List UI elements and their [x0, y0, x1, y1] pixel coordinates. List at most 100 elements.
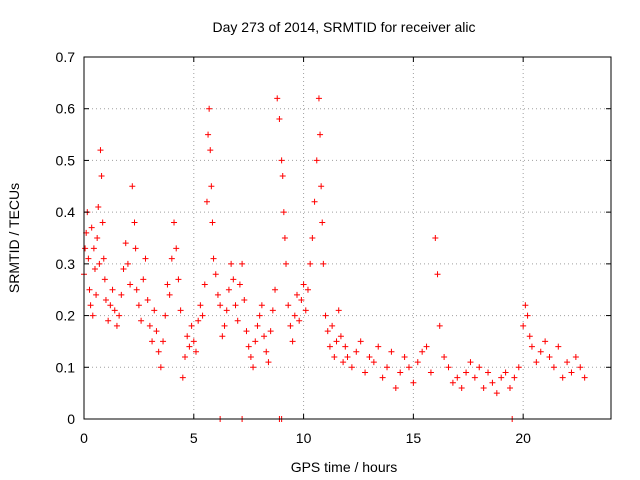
data-point: [120, 266, 127, 273]
data-point: [555, 343, 562, 350]
data-point: [283, 260, 290, 267]
data-point: [195, 317, 202, 324]
data-point: [307, 260, 314, 267]
data-point: [97, 147, 104, 154]
data-point: [449, 379, 456, 386]
data-point: [423, 343, 430, 350]
grid-lines: [84, 57, 611, 419]
data-point: [320, 260, 327, 267]
data-point: [146, 322, 153, 329]
x-tick-label: 5: [190, 430, 198, 446]
data-point: [298, 297, 305, 304]
data-point: [550, 364, 557, 371]
data-point: [113, 322, 120, 329]
data-point: [82, 245, 89, 252]
data-point: [318, 183, 325, 190]
data-point: [537, 348, 544, 355]
data-point: [118, 291, 125, 298]
data-point: [485, 369, 492, 376]
data-point: [177, 307, 184, 314]
data-point: [192, 348, 199, 355]
data-point: [436, 322, 443, 329]
data-point: [564, 359, 571, 366]
data-point: [88, 224, 95, 231]
data-point: [208, 183, 215, 190]
data-point: [315, 95, 322, 102]
data-point: [337, 333, 344, 340]
data-point: [302, 307, 309, 314]
data-point: [142, 255, 149, 262]
data-point: [342, 343, 349, 350]
data-point: [559, 374, 566, 381]
data-point: [241, 297, 248, 304]
data-point: [151, 307, 158, 314]
data-point: [274, 95, 281, 102]
data-point: [96, 260, 103, 267]
data-point: [434, 271, 441, 278]
data-point: [87, 302, 94, 309]
x-tick-label: 10: [296, 430, 312, 446]
data-point: [287, 322, 294, 329]
data-point: [186, 343, 193, 350]
data-point: [392, 384, 399, 391]
y-tick-label: 0.5: [56, 152, 76, 168]
data-point: [171, 219, 178, 226]
data-point: [138, 317, 145, 324]
data-point: [263, 348, 270, 355]
data-point: [131, 219, 138, 226]
data-point: [335, 307, 342, 314]
data-point: [116, 312, 123, 319]
data-point: [89, 312, 96, 319]
data-point: [528, 343, 535, 350]
data-point: [201, 281, 208, 288]
data-point: [223, 307, 230, 314]
data-point: [254, 322, 261, 329]
data-point: [313, 157, 320, 164]
data-point: [243, 328, 250, 335]
data-point: [471, 374, 478, 381]
data-point: [463, 369, 470, 376]
data-point: [293, 291, 300, 298]
data-point: [93, 291, 100, 298]
data-point: [362, 369, 369, 376]
data-point: [100, 255, 107, 262]
data-point: [206, 105, 213, 112]
data-point: [199, 312, 206, 319]
data-point: [155, 348, 162, 355]
data-point: [410, 379, 417, 386]
data-point: [331, 353, 338, 360]
data-point: [111, 307, 118, 314]
data-point: [520, 322, 527, 329]
data-point: [317, 131, 324, 138]
data-point: [221, 322, 228, 329]
data-point: [279, 172, 286, 179]
data-point: [405, 364, 412, 371]
data-points: [81, 95, 588, 422]
data-point: [300, 281, 307, 288]
data-point: [225, 286, 232, 293]
data-point: [133, 286, 140, 293]
data-point: [515, 364, 522, 371]
data-point: [281, 235, 288, 241]
data-point: [250, 364, 257, 371]
data-point: [577, 364, 584, 371]
data-point: [144, 297, 151, 304]
data-point: [506, 384, 513, 391]
data-point: [276, 116, 283, 123]
data-point: [261, 333, 268, 340]
data-point: [329, 322, 336, 329]
data-point: [214, 291, 221, 298]
data-point: [493, 390, 500, 397]
data-point: [91, 266, 98, 273]
data-point: [162, 312, 169, 319]
data-point: [309, 235, 316, 241]
data-point: [467, 359, 474, 366]
data-point: [166, 291, 173, 298]
data-point: [160, 338, 167, 345]
data-point: [498, 374, 505, 381]
data-point: [239, 260, 246, 267]
plot-frame: [83, 56, 612, 420]
data-point: [175, 276, 182, 283]
data-point: [132, 245, 139, 252]
